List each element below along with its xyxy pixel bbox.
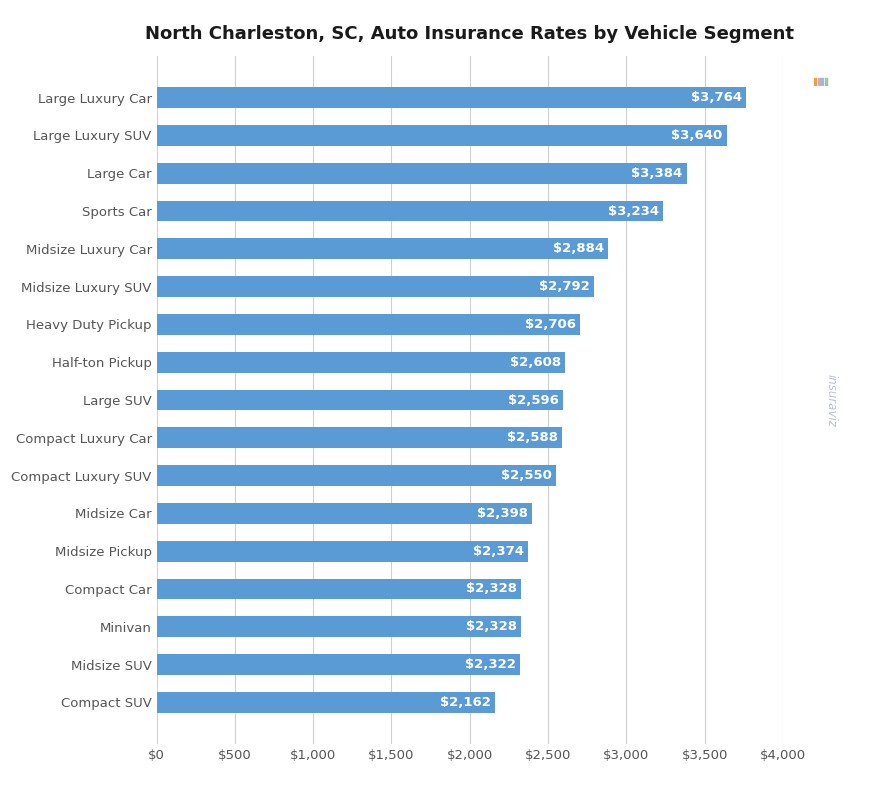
Bar (156, 541, 527, 562)
Text: ▌: ▌ (823, 77, 829, 86)
Text: $2,792: $2,792 (539, 280, 589, 293)
Bar (156, 276, 594, 297)
Bar (156, 692, 494, 713)
Text: $2,322: $2,322 (465, 658, 515, 671)
Title: North Charleston, SC, Auto Insurance Rates by Vehicle Segment: North Charleston, SC, Auto Insurance Rat… (145, 26, 793, 43)
Bar (156, 578, 521, 599)
Text: $2,706: $2,706 (525, 318, 576, 331)
Text: $2,550: $2,550 (501, 469, 551, 482)
Bar (156, 465, 555, 486)
Bar (156, 654, 520, 675)
Text: $2,588: $2,588 (507, 431, 557, 444)
Bar (156, 352, 564, 373)
Bar (156, 503, 532, 524)
Text: $2,608: $2,608 (509, 356, 561, 369)
Text: $3,234: $3,234 (607, 205, 659, 218)
Bar (156, 314, 580, 335)
Bar (156, 390, 562, 410)
Text: $2,162: $2,162 (440, 696, 491, 709)
Text: $2,328: $2,328 (466, 620, 517, 634)
Text: $2,398: $2,398 (477, 507, 527, 520)
Bar (156, 427, 561, 448)
Bar (156, 87, 746, 108)
Text: $3,640: $3,640 (671, 129, 722, 142)
Bar (156, 238, 607, 259)
Text: ▌: ▌ (816, 77, 822, 86)
Text: $3,764: $3,764 (690, 91, 741, 104)
Text: $2,884: $2,884 (553, 242, 604, 255)
Bar (156, 163, 686, 184)
Bar (156, 616, 521, 637)
Text: $2,374: $2,374 (473, 545, 524, 558)
Bar (156, 201, 662, 222)
Text: $2,596: $2,596 (507, 394, 559, 406)
Text: insuraviz: insuraviz (824, 374, 836, 426)
Text: $3,384: $3,384 (631, 166, 682, 180)
Text: $2,328: $2,328 (466, 582, 517, 595)
Bar (156, 125, 726, 146)
Text: ▌: ▌ (819, 77, 826, 86)
Text: ▌: ▌ (813, 77, 819, 86)
